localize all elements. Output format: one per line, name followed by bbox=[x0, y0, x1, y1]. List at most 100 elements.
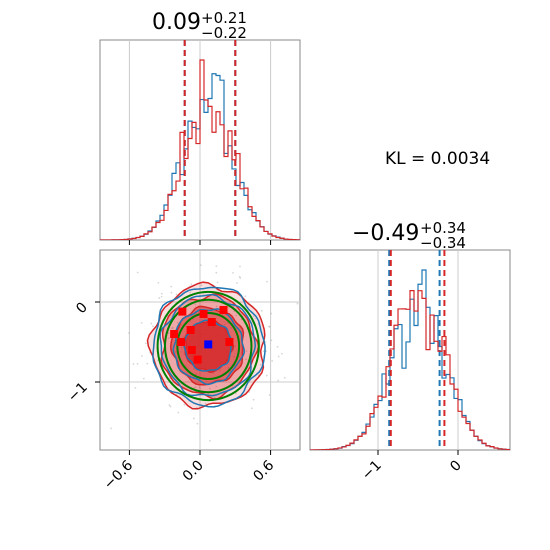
bg-sample-point bbox=[215, 305, 218, 308]
bg-sample-point bbox=[190, 283, 193, 286]
bg-sample-point bbox=[264, 341, 267, 343]
bg-sample-point bbox=[146, 362, 149, 365]
bg-sample-point bbox=[199, 264, 202, 266]
bg-sample-point bbox=[235, 392, 237, 395]
bg-sample-point bbox=[270, 339, 273, 342]
joint-contour bbox=[110, 250, 299, 442]
scatter-point-a-5 bbox=[187, 346, 196, 354]
bg-sample-point bbox=[216, 281, 219, 284]
bg-sample-point bbox=[192, 250, 195, 252]
scatter-point-a-3 bbox=[219, 306, 228, 314]
histogram-param-1 bbox=[100, 40, 300, 240]
bg-sample-point bbox=[266, 280, 268, 283]
bg-sample-point bbox=[193, 387, 195, 389]
bg-sample-point bbox=[136, 362, 139, 365]
tick-label-x-param-1-1: 0.0 bbox=[180, 458, 207, 485]
bg-sample-point bbox=[168, 404, 171, 407]
param-1-title-value: 0.09 bbox=[152, 10, 201, 35]
bg-sample-point bbox=[215, 265, 218, 268]
param-2-title-value: −0.49 bbox=[352, 221, 419, 246]
bg-sample-point bbox=[170, 291, 173, 294]
contour-outline-level-1 bbox=[164, 298, 253, 394]
hist-param-1-series_a bbox=[100, 59, 300, 240]
bg-sample-point bbox=[244, 358, 247, 361]
bg-sample-point bbox=[268, 326, 271, 328]
bg-sample-point bbox=[189, 291, 192, 294]
bg-sample-point bbox=[238, 275, 241, 278]
bg-sample-point bbox=[252, 315, 255, 318]
bg-sample-point bbox=[183, 403, 186, 406]
kl-annotation: KL = 0.0034 bbox=[385, 149, 490, 169]
contour-outline-level-0 bbox=[156, 290, 260, 402]
scatter-point-a-1 bbox=[186, 326, 195, 334]
scatter-point-a-2 bbox=[207, 318, 216, 326]
bg-sample-point bbox=[134, 387, 137, 389]
contour-b-level-0 bbox=[152, 286, 266, 408]
bg-sample-point bbox=[250, 407, 253, 410]
scatter-point-a-4 bbox=[177, 338, 186, 346]
bg-sample-point bbox=[271, 360, 274, 362]
bg-sample-point bbox=[169, 405, 172, 408]
bg-sample-point bbox=[175, 293, 178, 296]
tick-label-x-param-2-0: −1 bbox=[359, 458, 385, 484]
bg-sample-point bbox=[208, 439, 211, 442]
bg-sample-point bbox=[233, 310, 236, 313]
bg-sample-point bbox=[245, 350, 248, 352]
bg-sample-point bbox=[280, 352, 283, 355]
tick-label-y-param-2-0: −1 bbox=[65, 380, 91, 406]
scatter-point-a-0 bbox=[170, 330, 179, 338]
bg-sample-point bbox=[152, 325, 154, 328]
bg-sample-point bbox=[236, 282, 238, 284]
bg-sample-point bbox=[198, 386, 201, 389]
bg-sample-point bbox=[192, 417, 195, 420]
bg-sample-point bbox=[128, 332, 130, 334]
bg-sample-point bbox=[144, 342, 147, 345]
bg-sample-point bbox=[158, 297, 161, 299]
bg-sample-point bbox=[194, 386, 197, 388]
bg-sample-point bbox=[239, 265, 241, 268]
bg-sample-point bbox=[277, 379, 280, 382]
bg-sample-point bbox=[171, 327, 174, 330]
bg-sample-point bbox=[170, 285, 173, 288]
bg-sample-point bbox=[204, 402, 207, 405]
tick-label-x-param-1-2: 0.6 bbox=[250, 457, 277, 484]
bg-sample-point bbox=[283, 376, 286, 379]
bg-sample-point bbox=[276, 345, 279, 348]
param-1-title-minus: −0.22 bbox=[201, 24, 247, 42]
bg-sample-point bbox=[235, 314, 237, 317]
bg-sample-point bbox=[110, 427, 112, 430]
param-2-title: −0.49 bbox=[352, 221, 419, 246]
bg-sample-point bbox=[136, 271, 139, 274]
bg-sample-point bbox=[132, 363, 135, 365]
bg-sample-point bbox=[244, 295, 247, 298]
bg-sample-point bbox=[140, 321, 143, 324]
bg-sample-point bbox=[140, 355, 143, 357]
bg-sample-point bbox=[177, 411, 180, 414]
bg-sample-point bbox=[270, 312, 273, 315]
scatter-point-b-0 bbox=[204, 340, 213, 349]
bg-sample-point bbox=[265, 374, 268, 377]
bg-sample-point bbox=[157, 281, 160, 284]
panel-bottom-right-frame bbox=[309, 249, 511, 451]
tick-label-x-param-2-1: 0 bbox=[447, 458, 465, 476]
param-1-title: 0.09 bbox=[152, 10, 201, 35]
scatter-point-a-8 bbox=[199, 310, 208, 318]
bg-sample-point bbox=[232, 271, 234, 274]
tick-label-x-param-1-0: −0.6 bbox=[101, 457, 136, 492]
bg-sample-point bbox=[296, 302, 299, 305]
scatter-point-a-7 bbox=[193, 355, 202, 364]
bg-sample-point bbox=[150, 322, 153, 325]
param-1-title-plus: +0.21 bbox=[201, 9, 247, 27]
bg-sample-point bbox=[215, 271, 218, 274]
bg-sample-point bbox=[268, 394, 271, 396]
bg-sample-point bbox=[209, 387, 211, 390]
param-2-title-plus: +0.34 bbox=[420, 219, 466, 237]
bg-sample-point bbox=[259, 363, 262, 366]
tick-label-y-param-2-1: 0 bbox=[73, 300, 91, 318]
bg-sample-point bbox=[200, 284, 203, 287]
bg-sample-point bbox=[142, 377, 145, 380]
hist-param-2-series_a bbox=[310, 290, 510, 450]
bg-sample-point bbox=[254, 317, 257, 320]
bg-sample-point bbox=[277, 355, 280, 358]
